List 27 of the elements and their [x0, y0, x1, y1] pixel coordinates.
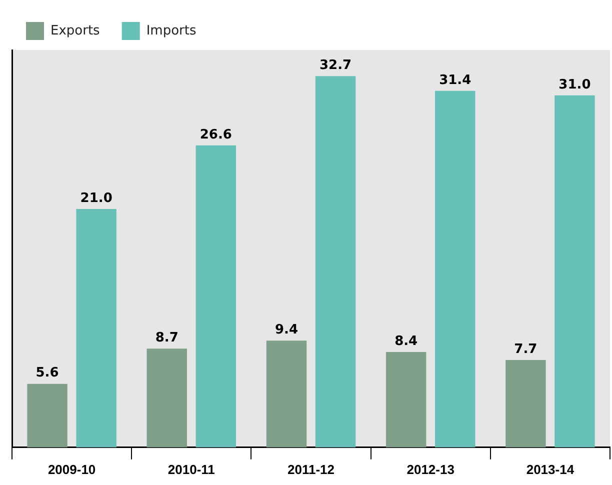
x-tick-label: 2010-11: [168, 462, 215, 477]
bar: [554, 95, 595, 448]
bar: [506, 360, 546, 448]
bar: [315, 76, 356, 448]
x-tick-label: 2013-14: [526, 462, 575, 477]
x-tick-label: 2012-13: [406, 462, 454, 477]
x-tick-label: 2009-10: [48, 462, 96, 477]
data-label: 9.4: [274, 322, 298, 338]
bar: [146, 348, 187, 448]
data-label: 32.7: [319, 58, 352, 73]
data-label: 5.6: [36, 366, 59, 381]
data-label: 31.4: [439, 72, 472, 88]
data-label: 31.0: [558, 77, 591, 92]
bar: [76, 208, 116, 448]
x-tick-label: 2011-12: [288, 462, 334, 477]
data-label: 26.6: [200, 127, 232, 142]
data-label: 7.7: [514, 342, 538, 357]
legend-label: Imports: [146, 23, 196, 38]
bar: [266, 340, 307, 448]
bar: [435, 90, 476, 448]
data-label: 8.7: [155, 330, 178, 346]
bar: [27, 384, 68, 448]
legend-label: Exports: [50, 23, 100, 38]
data-label: 8.4: [394, 334, 418, 349]
bar: [196, 145, 236, 448]
data-label: 21.0: [80, 190, 112, 206]
bar: [386, 352, 426, 448]
